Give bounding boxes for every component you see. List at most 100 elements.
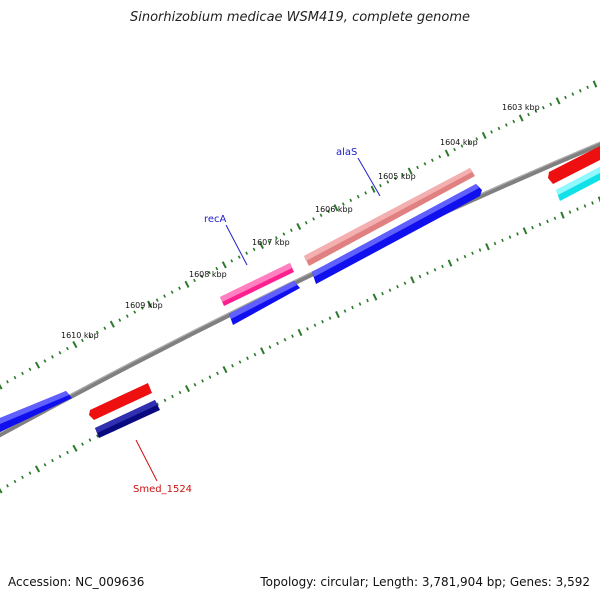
gene-red-left[interactable] bbox=[89, 383, 152, 420]
gene-blue-alaS-track[interactable] bbox=[312, 184, 482, 284]
gene-navy-smed1524[interactable] bbox=[95, 400, 160, 438]
lower-tick-78 bbox=[583, 204, 587, 208]
upper-tick-78 bbox=[578, 89, 582, 93]
lower-tick-35 bbox=[260, 347, 265, 355]
lower-tick-75 bbox=[560, 211, 565, 219]
lower-tick-0 bbox=[0, 487, 3, 494]
lower-tick-29 bbox=[216, 371, 219, 376]
upper-tick-13 bbox=[95, 330, 99, 334]
lower-tick-66 bbox=[493, 241, 497, 246]
upper-tick-28 bbox=[207, 270, 211, 275]
lower-tick-79 bbox=[591, 201, 594, 205]
upper-tick-2 bbox=[13, 375, 17, 380]
upper-tick-65 bbox=[481, 131, 487, 140]
lower-tick-4 bbox=[28, 471, 32, 475]
upper-tick-41 bbox=[304, 221, 308, 225]
upper-tick-63 bbox=[468, 140, 471, 145]
lower-tick-26 bbox=[193, 383, 197, 387]
upper-tick-55 bbox=[407, 167, 413, 175]
upper-tick-76 bbox=[564, 95, 567, 100]
upper-tick-74 bbox=[549, 102, 553, 107]
gene-cyan-right[interactable] bbox=[556, 167, 600, 201]
gene-label-smed1524[interactable]: Smed_1524 bbox=[133, 484, 192, 495]
map-title: Sinorhizobium medicae WSM419, complete g… bbox=[129, 10, 471, 25]
upper-tick-47 bbox=[349, 198, 353, 203]
upper-tick-26 bbox=[193, 278, 196, 283]
gene-label-recA[interactable]: recA bbox=[204, 214, 227, 225]
lower-tick-45 bbox=[335, 310, 340, 319]
upper-tick-22 bbox=[163, 294, 167, 298]
lower-tick-64 bbox=[478, 248, 482, 252]
upper-tick-1 bbox=[6, 380, 9, 384]
upper-tick-58 bbox=[430, 158, 434, 162]
upper-tick-62 bbox=[460, 144, 464, 148]
upper-tick-7 bbox=[51, 355, 54, 359]
lower-tick-30 bbox=[222, 365, 228, 374]
lower-tick-40 bbox=[297, 328, 303, 337]
lower-tick-36 bbox=[268, 345, 272, 349]
lower-tick-12 bbox=[88, 438, 92, 442]
upper-tick-80 bbox=[592, 80, 598, 88]
lower-tick-71 bbox=[531, 225, 534, 230]
gene-red-right[interactable] bbox=[548, 146, 600, 184]
lower-tick-54 bbox=[403, 281, 407, 285]
upper-tick-45 bbox=[333, 204, 339, 212]
leader-alaS bbox=[357, 157, 381, 197]
upper-tick-25 bbox=[184, 280, 190, 288]
upper-tick-20 bbox=[147, 300, 153, 308]
lower-tick-48 bbox=[358, 302, 362, 306]
lower-tick-59 bbox=[441, 264, 444, 269]
upper-tick-39 bbox=[289, 228, 293, 232]
upper-tick-66 bbox=[490, 130, 493, 134]
lower-tick-44 bbox=[328, 316, 332, 320]
upper-tick-43 bbox=[319, 213, 323, 217]
upper-tick-68 bbox=[504, 123, 508, 127]
lower-tick-43 bbox=[321, 319, 324, 324]
upper-tick-61 bbox=[453, 147, 456, 152]
lower-tick-8 bbox=[58, 454, 62, 459]
lower-tick-10 bbox=[72, 444, 78, 452]
lower-tick-27 bbox=[201, 379, 204, 383]
gene-blue-left[interactable] bbox=[0, 391, 72, 432]
upper-tick-33 bbox=[245, 251, 249, 255]
gene-recA[interactable] bbox=[220, 263, 294, 306]
tick-label-1609: 1609 kbp bbox=[125, 301, 163, 310]
leader-smed1524 bbox=[135, 439, 158, 482]
lower-tick-80 bbox=[597, 196, 600, 203]
upper-tick-19 bbox=[140, 306, 144, 310]
lower-tick-1 bbox=[6, 484, 9, 488]
upper-tick-0 bbox=[0, 383, 3, 390]
upper-tick-79 bbox=[586, 85, 589, 90]
lower-tick-55 bbox=[410, 276, 415, 284]
gene-label-alaS[interactable]: alaS bbox=[336, 147, 357, 158]
accession-text: Accession: NC_009636 bbox=[8, 575, 145, 589]
gene-blue-recA-track[interactable] bbox=[229, 281, 300, 325]
upper-tick-5 bbox=[34, 361, 41, 369]
gene-alaS[interactable] bbox=[304, 168, 475, 266]
lower-tick-68 bbox=[508, 235, 512, 239]
upper-tick-3 bbox=[21, 371, 24, 376]
upper-tick-67 bbox=[497, 126, 501, 131]
upper-tick-31 bbox=[230, 259, 234, 263]
lower-tick-3 bbox=[21, 475, 24, 479]
lower-tick-57 bbox=[426, 271, 429, 275]
upper-tick-23 bbox=[170, 290, 174, 294]
lower-tick-13 bbox=[96, 434, 99, 438]
lower-tick-50 bbox=[372, 293, 378, 301]
lower-tick-76 bbox=[568, 210, 572, 214]
lower-tick-34 bbox=[253, 352, 257, 357]
upper-tick-49 bbox=[364, 191, 368, 195]
tick-label-1608: 1608 kbp bbox=[189, 270, 227, 279]
lower-tick-46 bbox=[343, 309, 347, 313]
upper-tick-24 bbox=[178, 286, 181, 290]
genome-backbone-highlight bbox=[0, 141, 600, 434]
upper-tick-71 bbox=[527, 112, 530, 117]
upper-tick-57 bbox=[423, 162, 427, 166]
lower-tick-24 bbox=[178, 390, 182, 395]
lower-tick-61 bbox=[456, 258, 459, 262]
upper-tick-44 bbox=[327, 209, 330, 214]
upper-tick-60 bbox=[444, 149, 450, 157]
tick-label-1604: 1604 kbp bbox=[440, 138, 478, 147]
upper-tick-38 bbox=[282, 232, 286, 236]
